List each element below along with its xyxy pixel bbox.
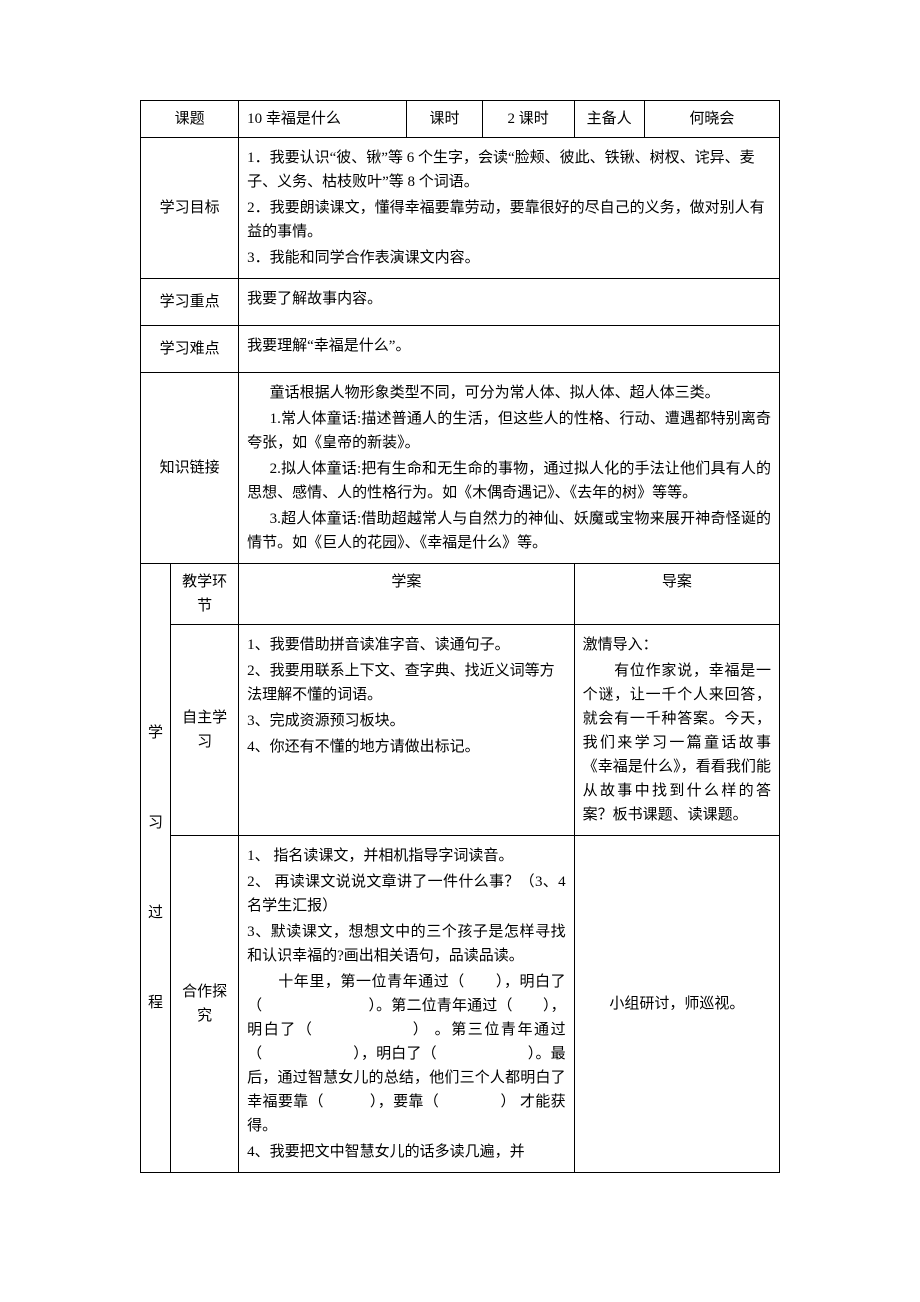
plan-line: 3、完成资源预习板块。 (247, 709, 566, 733)
label-guide: 导案 (574, 564, 779, 625)
value-keshi: 2 课时 (482, 101, 574, 138)
plan-line: 十年里，第一位青年通过（ ），明白了（ ）。第二位青年通过（ ），明白了（ ） … (247, 970, 566, 1138)
value-difficulty: 我要理解“幸福是什么”。 (239, 326, 780, 373)
label-link: 知识链接 (141, 373, 239, 564)
guide-self-study: 激情导入： 有位作家说，幸福是一个谜，让一千个人来回答，就会有一千种答案。今天，… (574, 625, 779, 836)
label-goal: 学习目标 (141, 138, 239, 279)
label-difficulty: 学习难点 (141, 326, 239, 373)
plan-line: 3、默读课文，想想文中的三个孩子是怎样寻找和认识幸福的?画出相关语句，品读品读。 (247, 920, 566, 968)
value-keypoint: 我要了解故事内容。 (239, 279, 780, 326)
link-line: 3.超人体童话:借助超越常人与自然力的神仙、妖魔或宝物来展开神奇怪诞的情节。如《… (247, 507, 771, 555)
table-row: 学习重点 我要了解故事内容。 (141, 279, 780, 326)
guide-line: 小组研讨，师巡视。 (583, 992, 771, 1016)
table-row: 学习目标 1．我要认识“彼、锹”等 6 个生字，会读“脸颊、彼此、铁锹、树杈、诧… (141, 138, 780, 279)
plan-line: 1、我要借助拼音读准字音、读通句子。 (247, 633, 566, 657)
goal-line: 2．我要朗读课文，懂得幸福要靠劳动，要靠很好的尽自己的义务，做对别人有益的事情。 (247, 196, 771, 244)
table-row: 自主学习 1、我要借助拼音读准字音、读通句子。 2、我要用联系上下文、查字典、找… (141, 625, 780, 836)
label-process-vertical: 学 习 过 程 (141, 564, 171, 1173)
link-line: 2.拟人体童话:把有生命和无生命的事物，通过拟人化的手法让他们具有人的思想、感情… (247, 457, 771, 505)
char: 程 (148, 991, 163, 1015)
label-keypoint: 学习重点 (141, 279, 239, 326)
char: 习 (148, 811, 163, 835)
page: 课题 10 幸福是什么 课时 2 课时 主备人 何晓会 学习目标 1．我要认识“… (0, 0, 920, 1213)
guide-line: 有位作家说，幸福是一个谜，让一千个人来回答，就会有一千种答案。今天，我们来学习一… (583, 659, 771, 827)
stage-coop: 合作探究 (171, 836, 239, 1173)
label-plan: 学案 (239, 564, 575, 625)
link-line: 童话根据人物形象类型不同，可分为常人体、拟人体、超人体三类。 (247, 381, 771, 405)
lesson-plan-table: 课题 10 幸福是什么 课时 2 课时 主备人 何晓会 学习目标 1．我要认识“… (140, 100, 780, 1173)
link-line: 1.常人体童话:描述普通人的生活，但这些人的性格、行动、遭遇都特别离奇夸张，如《… (247, 407, 771, 455)
goal-line: 3．我能和同学合作表演课文内容。 (247, 246, 771, 270)
label-stage: 教学环节 (171, 564, 239, 625)
table-row: 知识链接 童话根据人物形象类型不同，可分为常人体、拟人体、超人体三类。 1.常人… (141, 373, 780, 564)
table-row: 合作探究 1、 指名读课文，并相机指导字词读音。 2、 再读课文说说文章讲了一件… (141, 836, 780, 1173)
plan-self-study: 1、我要借助拼音读准字音、读通句子。 2、我要用联系上下文、查字典、找近义词等方… (239, 625, 575, 836)
guide-coop: 小组研讨，师巡视。 (574, 836, 779, 1173)
value-goal: 1．我要认识“彼、锹”等 6 个生字，会读“脸颊、彼此、铁锹、树杈、诧异、麦子、… (239, 138, 780, 279)
value-keti: 10 幸福是什么 (239, 101, 407, 138)
label-zhubeiren: 主备人 (574, 101, 644, 138)
stage-self-study: 自主学习 (171, 625, 239, 836)
label-keti: 课题 (141, 101, 239, 138)
char: 学 (148, 721, 163, 745)
table-row: 课题 10 幸福是什么 课时 2 课时 主备人 何晓会 (141, 101, 780, 138)
table-row: 学习难点 我要理解“幸福是什么”。 (141, 326, 780, 373)
plan-coop: 1、 指名读课文，并相机指导字词读音。 2、 再读课文说说文章讲了一件什么事？（… (239, 836, 575, 1173)
goal-line: 1．我要认识“彼、锹”等 6 个生字，会读“脸颊、彼此、铁锹、树杈、诧异、麦子、… (247, 146, 771, 194)
label-keshi: 课时 (407, 101, 482, 138)
value-zhubeiren: 何晓会 (644, 101, 779, 138)
stage-text: 合作探究 (179, 980, 230, 1028)
plan-line: 2、我要用联系上下文、查字典、找近义词等方法理解不懂的词语。 (247, 659, 566, 707)
plan-line: 1、 指名读课文，并相机指导字词读音。 (247, 844, 566, 868)
guide-line: 激情导入： (583, 633, 771, 657)
table-row: 学 习 过 程 教学环节 学案 导案 (141, 564, 780, 625)
stage-text: 自主学习 (179, 706, 230, 754)
plan-line: 4、我要把文中智慧女儿的话多读几遍，并 (247, 1140, 566, 1164)
char: 过 (148, 901, 163, 925)
plan-line: 4、你还有不懂的地方请做出标记。 (247, 735, 566, 759)
value-link: 童话根据人物形象类型不同，可分为常人体、拟人体、超人体三类。 1.常人体童话:描… (239, 373, 780, 564)
plan-line: 2、 再读课文说说文章讲了一件什么事？（3、4 名学生汇报） (247, 870, 566, 918)
